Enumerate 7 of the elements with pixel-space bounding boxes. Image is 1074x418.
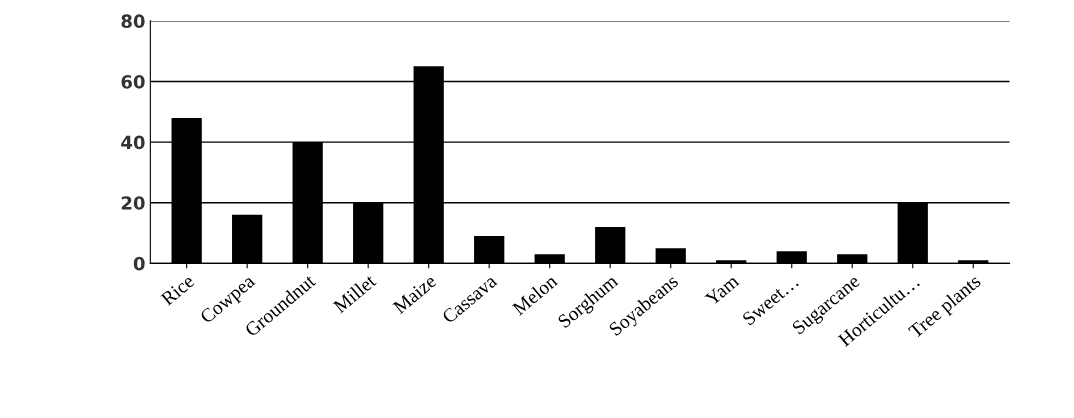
x-tick-label: Yam [704,273,740,307]
y-tick-label: 60 [121,74,145,89]
y-tick-label: 80 [121,14,145,29]
x-tick-label: Rice [160,273,195,307]
y-tick-label: 20 [121,196,145,210]
y-tick-label: 0 [133,256,145,271]
y-tick-label: 40 [121,135,145,150]
